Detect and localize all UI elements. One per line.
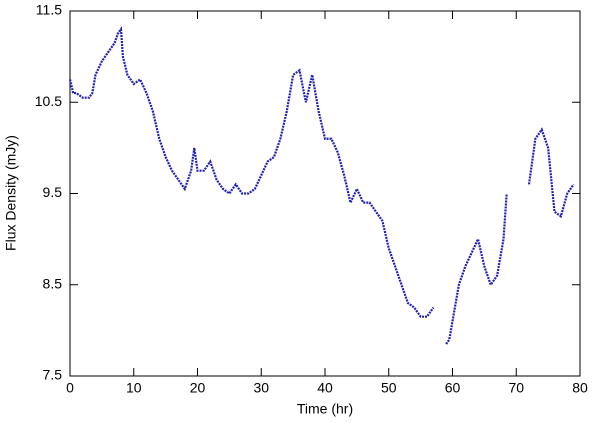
x-tick-label: 10 xyxy=(126,380,142,396)
x-tick-label: 60 xyxy=(445,380,461,396)
x-tick-label: 70 xyxy=(508,380,524,396)
y-tick-label: 8.5 xyxy=(43,275,63,291)
x-tick-label: 80 xyxy=(572,380,588,396)
x-tick-label: 30 xyxy=(253,380,269,396)
x-tick-label: 50 xyxy=(381,380,397,396)
x-tick-label: 0 xyxy=(66,380,74,396)
x-tick-label: 20 xyxy=(190,380,206,396)
y-axis-label: Flux Density (mJy) xyxy=(3,135,19,251)
y-tick-label: 7.5 xyxy=(43,367,63,383)
plot-frame xyxy=(69,10,581,377)
x-axis-label: Time (hr) xyxy=(297,401,353,417)
x-tick-label: 40 xyxy=(317,380,333,396)
y-tick-label: 9.5 xyxy=(43,184,63,200)
y-tick-label: 11.5 xyxy=(36,2,62,18)
data-line xyxy=(68,26,575,345)
y-tick-label: 10.5 xyxy=(35,93,62,109)
